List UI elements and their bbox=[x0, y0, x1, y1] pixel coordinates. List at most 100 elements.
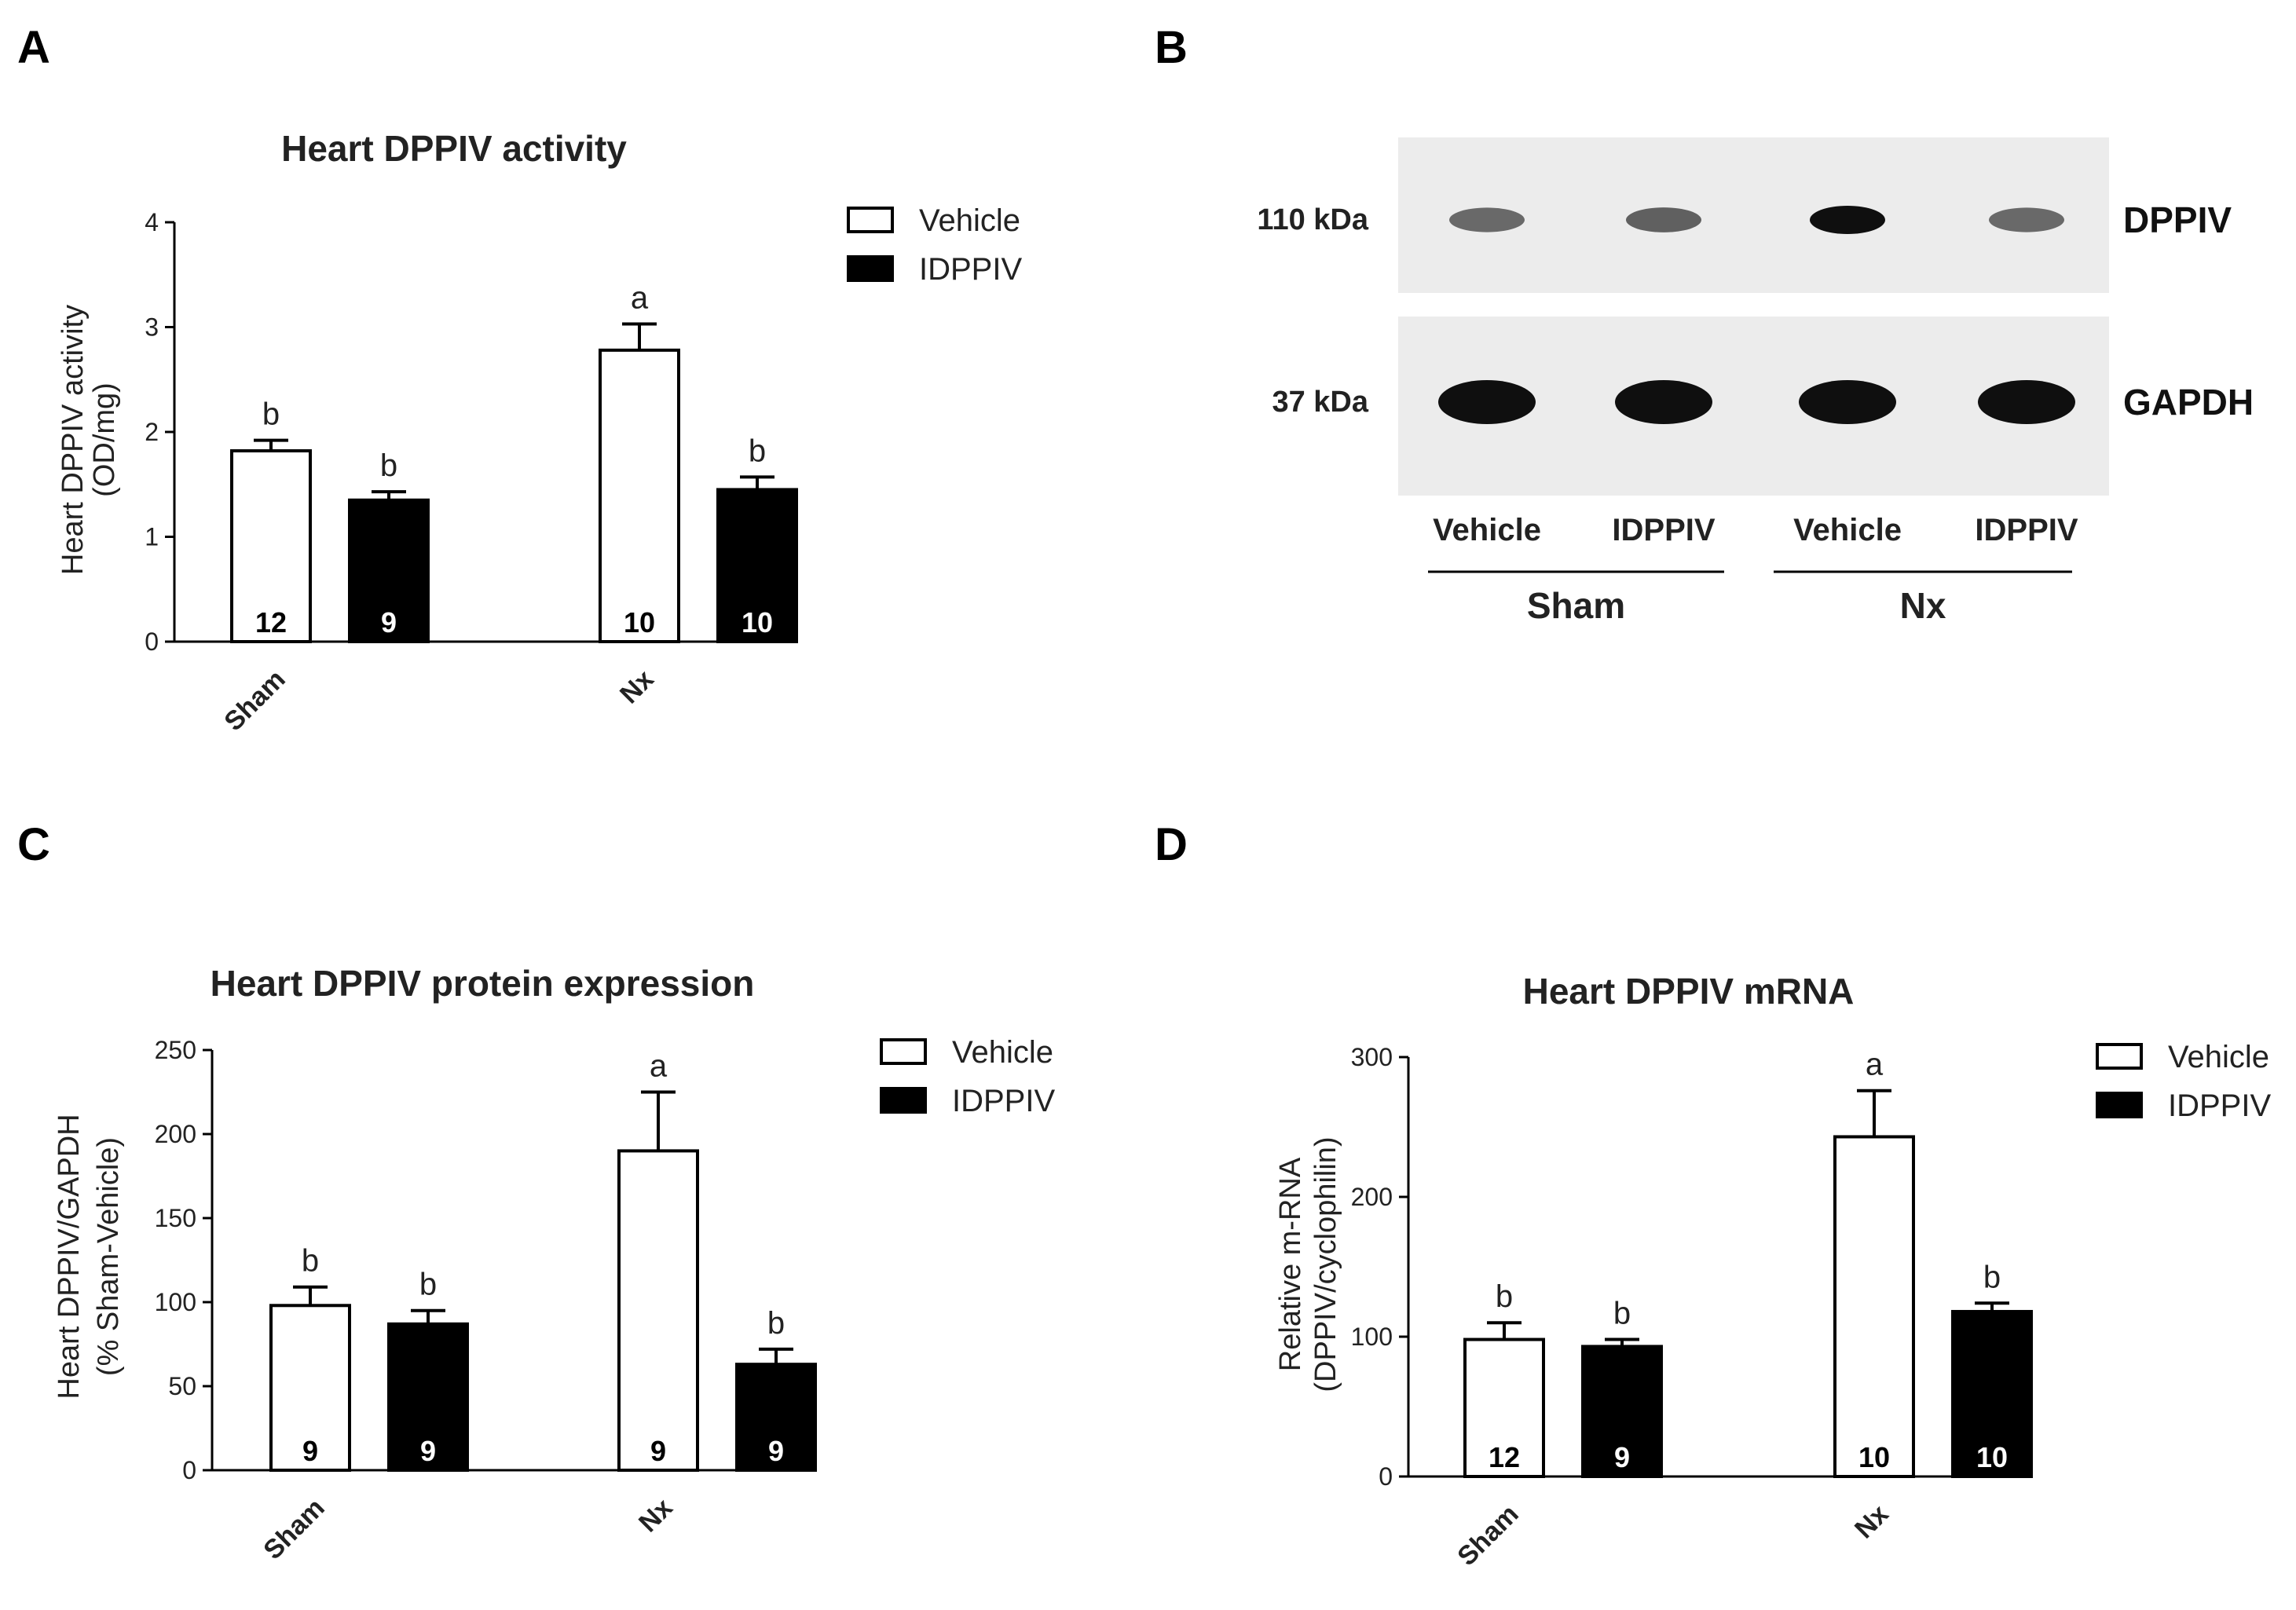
y-tick-label: 200 bbox=[155, 1120, 196, 1148]
significance-letter: b bbox=[419, 1268, 437, 1302]
y-tick-label: 250 bbox=[155, 1036, 196, 1064]
x-tick-label: Nx bbox=[614, 664, 660, 710]
n-label: 9 bbox=[381, 606, 397, 639]
bar-idppiv-nx bbox=[1951, 1309, 2033, 1478]
y-tick-label: 4 bbox=[145, 208, 159, 236]
legend-swatch-vehicle bbox=[847, 207, 894, 233]
x-tick-label: Sham bbox=[258, 1493, 330, 1565]
n-label: 9 bbox=[420, 1435, 436, 1467]
y-tick-label: 0 bbox=[182, 1456, 196, 1484]
panel-label-d: D bbox=[1155, 819, 1188, 870]
y-axis-label: (DPPIV/cyclophilin) bbox=[1309, 1136, 1342, 1392]
blot-band bbox=[1810, 206, 1885, 234]
blot-lane-label: Vehicle bbox=[1793, 513, 1902, 547]
legend-swatch-idppiv bbox=[2096, 1092, 2143, 1118]
y-tick-label: 200 bbox=[1351, 1183, 1393, 1211]
y-tick-label: 0 bbox=[145, 628, 159, 656]
y-axis-label: Heart DPPIV/GAPDH bbox=[53, 1114, 86, 1399]
n-label: 10 bbox=[742, 606, 773, 639]
significance-letter: b bbox=[1613, 1297, 1631, 1331]
legend-label-vehicle: Vehicle bbox=[952, 1035, 1053, 1070]
significance-letter: b bbox=[1496, 1279, 1513, 1314]
chart-panel-a: Heart DPPIV activity 0 12 3 4 Heart DPPIV act… bbox=[57, 128, 1022, 737]
bar-idppiv-nx bbox=[735, 1363, 817, 1473]
legend-swatch-idppiv bbox=[847, 255, 894, 282]
y-tick-label: 100 bbox=[1351, 1323, 1393, 1351]
legend-label-vehicle: Vehicle bbox=[2168, 1040, 2269, 1074]
blot-lane-label: Vehicle bbox=[1433, 513, 1541, 547]
bar-vehicle-sham bbox=[269, 1304, 351, 1473]
legend-label-idppiv: IDPPIV bbox=[2168, 1089, 2271, 1123]
y-tick-label: 150 bbox=[155, 1204, 196, 1232]
legend-label-idppiv: IDPPIV bbox=[952, 1084, 1055, 1118]
y-axis-label: Relative m-RNA bbox=[1274, 1157, 1307, 1371]
chart-title: Heart DPPIV mRNA bbox=[1523, 971, 1855, 1012]
y-tick-label: 1 bbox=[145, 523, 159, 551]
n-label: 10 bbox=[1858, 1441, 1890, 1473]
chart-title: Heart DPPIV protein expression bbox=[211, 963, 755, 1004]
y-tick-label: 3 bbox=[145, 313, 159, 342]
chart-panel-d: Heart DPPIV mRNA 0 100 200 300 Relative m-RNA… bbox=[1274, 971, 2271, 1572]
significance-letter: b bbox=[302, 1244, 319, 1279]
n-label: 10 bbox=[624, 606, 655, 639]
blot-lane-label: IDPPIV bbox=[1612, 513, 1715, 547]
n-label: 9 bbox=[302, 1435, 318, 1467]
bar-idppiv-sham bbox=[348, 498, 430, 644]
blot-group-label: Nx bbox=[1900, 585, 1946, 626]
n-label: 12 bbox=[255, 606, 287, 639]
significance-letter: a bbox=[650, 1049, 668, 1084]
n-label: 9 bbox=[768, 1435, 784, 1467]
bar-vehicle-nx bbox=[617, 1149, 699, 1473]
x-tick-label: Nx bbox=[1849, 1499, 1895, 1545]
bar-vehicle-nx bbox=[1833, 1135, 1915, 1478]
y-axis-label: (OD/mg) bbox=[88, 382, 121, 497]
significance-letter: b bbox=[1983, 1260, 2001, 1294]
n-label: 10 bbox=[1976, 1441, 2008, 1473]
bar-vehicle-nx bbox=[599, 348, 680, 643]
n-label: 12 bbox=[1489, 1441, 1520, 1473]
bar-idppiv-nx bbox=[716, 488, 798, 643]
n-label: 9 bbox=[1614, 1441, 1630, 1473]
legend-label-vehicle: Vehicle bbox=[919, 203, 1020, 238]
legend-swatch-idppiv bbox=[880, 1087, 927, 1114]
y-tick-label: 0 bbox=[1379, 1462, 1393, 1491]
bar-vehicle-sham bbox=[230, 449, 312, 644]
western-blot-panel: 110 kDa DPPIV 37 kDa GAPDH Vehicle IDPPIV Vehi… bbox=[1257, 137, 2254, 626]
blot-protein-label: DPPIV bbox=[2123, 199, 2232, 240]
panel-label-b: B bbox=[1155, 22, 1188, 73]
y-axis-label: (% Sham-Vehicle) bbox=[92, 1137, 125, 1376]
bar-vehicle-sham bbox=[1463, 1337, 1545, 1479]
x-tick-label: Sham bbox=[218, 664, 291, 737]
y-tick-label: 300 bbox=[1351, 1043, 1393, 1071]
significance-letter: b bbox=[767, 1306, 785, 1341]
blot-group-label: Sham bbox=[1527, 585, 1625, 626]
chart-title: Heart DPPIV activity bbox=[281, 128, 627, 169]
significance-letter: b bbox=[262, 397, 280, 432]
x-tick-label: Sham bbox=[1452, 1499, 1524, 1572]
blot-band bbox=[1989, 207, 2064, 232]
legend-label-idppiv: IDPPIV bbox=[919, 252, 1022, 287]
y-tick-label: 50 bbox=[168, 1372, 196, 1400]
legend-swatch-vehicle bbox=[2096, 1043, 2143, 1070]
significance-letter: a bbox=[631, 280, 649, 315]
blot-band bbox=[1978, 380, 2075, 424]
significance-letter: b bbox=[749, 434, 766, 468]
panel-label-a: A bbox=[17, 22, 50, 73]
panel-label-c: C bbox=[17, 819, 50, 870]
significance-letter: a bbox=[1866, 1048, 1884, 1082]
y-axis-label: Heart DPPIV activity bbox=[57, 305, 90, 575]
x-tick-label: Nx bbox=[633, 1493, 679, 1539]
blot-band bbox=[1438, 380, 1536, 424]
blot-band bbox=[1449, 207, 1525, 232]
blot-band bbox=[1799, 380, 1896, 424]
significance-letter: b bbox=[380, 448, 397, 483]
blot-protein-label: GAPDH bbox=[2123, 382, 2254, 423]
y-tick-label: 100 bbox=[155, 1288, 196, 1316]
blot-band bbox=[1615, 380, 1712, 424]
legend-swatch-vehicle bbox=[880, 1038, 927, 1065]
blot-lane-label: IDPPIV bbox=[1975, 513, 2078, 547]
bar-idppiv-sham bbox=[1581, 1345, 1663, 1478]
blot-marker-label: 37 kDa bbox=[1272, 386, 1368, 419]
blot-marker-label: 110 kDa bbox=[1257, 203, 1368, 236]
